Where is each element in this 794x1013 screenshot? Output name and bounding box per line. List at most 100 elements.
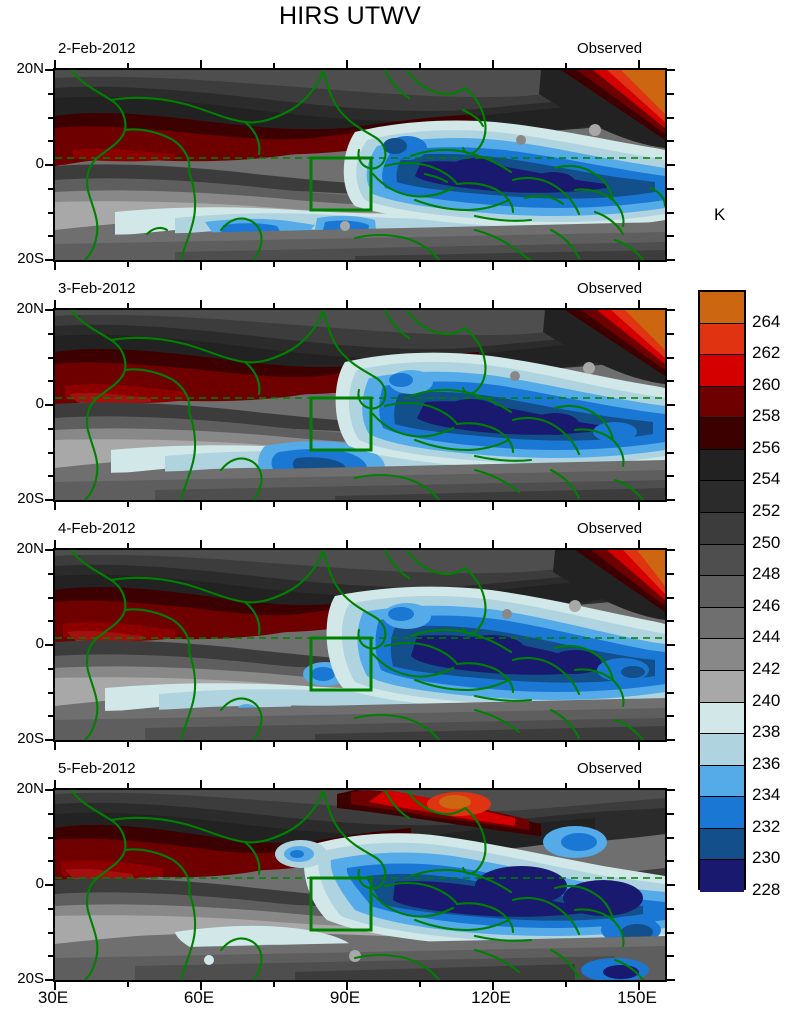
axis-tick <box>667 235 674 238</box>
axis-tick <box>665 309 675 311</box>
axis-tick <box>638 540 640 550</box>
colorbar-cell <box>700 323 744 356</box>
axis-tick <box>54 540 56 550</box>
axis-tick <box>48 715 55 718</box>
axis-tick <box>667 356 674 359</box>
axis-tick <box>127 980 129 987</box>
map-panel-4[interactable] <box>53 788 667 982</box>
axis-tick <box>419 303 421 310</box>
axis-tick <box>127 740 129 747</box>
axis-tick <box>665 549 675 551</box>
colorbar-tick-label: 254 <box>752 469 781 489</box>
axis-tick <box>54 300 56 310</box>
axis-tick <box>48 235 55 238</box>
map-panel-3[interactable] <box>53 548 667 742</box>
axis-tick <box>665 884 675 886</box>
axis-tick <box>45 69 55 71</box>
axis-tick <box>48 140 55 143</box>
axis-tick <box>665 164 675 166</box>
axis-tick <box>127 303 129 310</box>
axis-tick <box>200 980 202 990</box>
axis-tick <box>419 543 421 550</box>
axis-tick <box>346 540 348 550</box>
colorbar[interactable] <box>698 290 746 892</box>
colorbar-tick-label: 236 <box>752 753 781 773</box>
contour-map-3 <box>55 550 665 740</box>
axis-tick <box>45 499 55 501</box>
axis-tick <box>565 63 567 70</box>
xtick-label-60e: 60E <box>183 988 215 1007</box>
ytick-label-p1-20n: 20N <box>16 60 44 77</box>
axis-tick <box>665 404 675 406</box>
axis-tick <box>54 780 56 790</box>
colorbar-tick-label: 234 <box>752 785 781 805</box>
axis-tick <box>273 500 275 507</box>
colorbar-tick-label: 232 <box>752 816 781 836</box>
contour-map-1 <box>55 70 665 260</box>
axis-tick <box>665 739 675 741</box>
contour-map-4 <box>55 790 665 980</box>
axis-tick <box>638 780 640 790</box>
colorbar-cell <box>700 418 744 450</box>
colorbar-tick-label: 256 <box>752 437 781 457</box>
axis-tick <box>346 60 348 70</box>
axis-tick <box>48 332 55 335</box>
colorbar-cell <box>700 860 744 892</box>
axis-tick <box>48 812 55 815</box>
axis-tick <box>667 380 674 383</box>
map-panel-2[interactable] <box>53 308 667 502</box>
axis-tick <box>200 60 202 70</box>
axis-tick <box>665 644 675 646</box>
axis-tick <box>127 260 129 267</box>
axis-tick <box>45 884 55 886</box>
axis-tick <box>48 931 55 934</box>
axis-tick <box>667 332 674 335</box>
panel-date-3: 4-Feb-2012 <box>58 520 136 537</box>
colorbar-tick-label: 246 <box>752 595 781 615</box>
colorbar-cell <box>700 639 744 671</box>
axis-tick <box>419 500 421 507</box>
axis-tick <box>492 740 494 750</box>
contour-map-2 <box>55 310 665 500</box>
colorbar-cell <box>700 797 744 829</box>
axis-tick <box>200 540 202 550</box>
xtick-label-120e: 120E <box>471 988 511 1007</box>
ytick-label-p1-20s: 20S <box>17 250 44 267</box>
axis-tick <box>419 740 421 747</box>
axis-tick <box>419 63 421 70</box>
axis-tick <box>48 667 55 670</box>
axis-tick <box>565 303 567 310</box>
axis-tick <box>665 259 675 261</box>
axis-tick <box>48 187 55 190</box>
ytick-label-p2-0: 0 <box>35 395 44 412</box>
axis-tick <box>273 740 275 747</box>
colorbar-tick-label: 260 <box>752 374 781 394</box>
panel-tag-1: Observed <box>577 40 643 57</box>
axis-tick <box>667 667 674 670</box>
colorbar-tick-label: 244 <box>752 627 781 647</box>
axis-tick <box>565 543 567 550</box>
axis-tick <box>127 543 129 550</box>
axis-tick <box>127 63 129 70</box>
colorbar-cell <box>700 513 744 545</box>
axis-tick <box>492 300 494 310</box>
colorbar-tick-label: 248 <box>752 564 781 584</box>
colorbar-tick-label: 240 <box>752 690 781 710</box>
axis-tick <box>273 260 275 267</box>
axis-tick <box>45 309 55 311</box>
map-panel-1[interactable] <box>53 68 667 262</box>
axis-tick <box>127 783 129 790</box>
ytick-label-p3-20s: 20S <box>17 730 44 747</box>
colorbar-cell <box>700 481 744 514</box>
colorbar-tick-label: 252 <box>752 501 781 521</box>
panel-date-1: 2-Feb-2012 <box>58 40 136 57</box>
axis-tick <box>48 620 55 623</box>
axis-tick <box>667 836 674 839</box>
axis-tick <box>667 812 674 815</box>
axis-tick <box>492 540 494 550</box>
colorbar-tick-label: 264 <box>752 311 781 331</box>
axis-tick <box>565 260 567 267</box>
axis-tick <box>667 691 674 694</box>
xtick-label-30e: 30E <box>37 988 69 1007</box>
